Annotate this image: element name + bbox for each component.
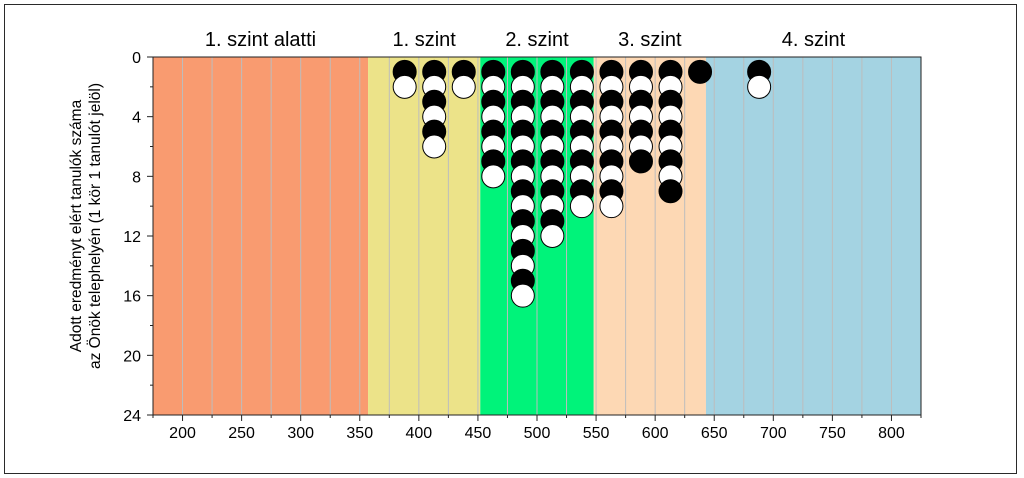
- level-band-1: [153, 57, 369, 415]
- student-marker: [688, 59, 713, 84]
- level-label-3: 2. szint: [505, 29, 569, 51]
- level-label-2: 1. szint: [392, 29, 456, 51]
- x-tick-label: 250: [228, 425, 255, 442]
- x-tick-label: 400: [405, 425, 432, 442]
- y-tick-label: 4: [132, 110, 141, 127]
- x-tick-label: 200: [169, 425, 196, 442]
- y-tick-label: 0: [132, 50, 141, 67]
- y-tick-label: 20: [123, 348, 141, 365]
- student-markers: [392, 59, 772, 308]
- x-tick-label: 500: [524, 425, 551, 442]
- student-marker: [628, 149, 653, 174]
- x-tick-label: 700: [760, 425, 787, 442]
- y-tick-label: 8: [132, 169, 141, 186]
- student-marker: [658, 179, 683, 204]
- x-tick-label: 450: [465, 425, 492, 442]
- level-label-5: 4. szint: [782, 29, 846, 51]
- x-tick-label: 800: [878, 425, 905, 442]
- x-tick-label: 600: [642, 425, 669, 442]
- y-tick-label: 16: [123, 289, 141, 306]
- student-marker: [510, 283, 535, 308]
- x-tick-label: 650: [701, 425, 728, 442]
- y-tick-label: 24: [123, 408, 141, 425]
- student-marker: [599, 194, 624, 219]
- x-tick-label: 750: [819, 425, 846, 442]
- y-axis-label-line-2: az Önök telephelyén (1 kör 1 tanulót jel…: [86, 83, 104, 369]
- level-band-5: [705, 57, 921, 415]
- y-axis-label: Adott eredményt elért tanulók száma az Ö…: [68, 83, 104, 369]
- y-axis-label-line-1: Adott eredményt elért tanulók száma: [68, 99, 85, 352]
- axes: 200 250 300 350 400 450 500 550 600 650 700 750 800 0…: [123, 50, 922, 442]
- student-marker: [569, 194, 594, 219]
- student-marker: [540, 224, 565, 248]
- x-tick-label: 350: [346, 425, 373, 442]
- x-tick-label: 550: [583, 425, 610, 442]
- student-marker: [451, 74, 476, 99]
- grid-lines: [182, 57, 892, 415]
- student-marker: [747, 74, 772, 99]
- level-label-4: 3. szint: [618, 29, 682, 51]
- student-marker: [481, 164, 506, 189]
- y-tick-label: 12: [123, 229, 141, 246]
- level-labels: 1. szint alatti 1. szint 2. szint 3. szint 4…: [205, 29, 846, 51]
- x-tick-label: 300: [287, 425, 314, 442]
- student-marker: [392, 74, 417, 99]
- student-marker: [422, 134, 447, 159]
- level-label-1: 1. szint alatti: [205, 29, 316, 51]
